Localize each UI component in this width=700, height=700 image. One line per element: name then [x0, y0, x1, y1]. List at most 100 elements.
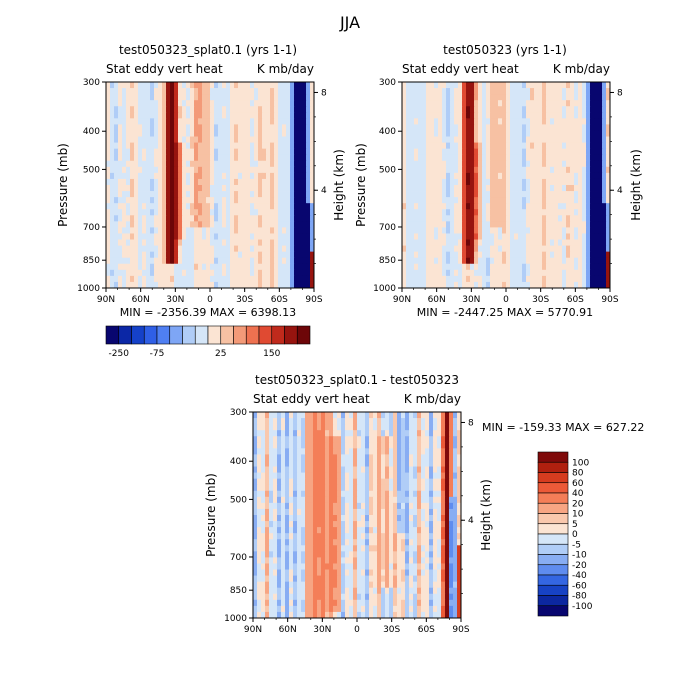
heatmap-cell — [586, 215, 591, 222]
heatmap-cell — [482, 124, 487, 131]
heatmap-cell — [206, 148, 211, 156]
heatmap-cell — [154, 221, 159, 228]
heatmap-cell — [506, 166, 511, 174]
heatmap-cell — [130, 239, 135, 246]
heatmap-cell — [290, 191, 295, 198]
heatmap-cell — [345, 442, 350, 449]
heatmap-cell — [210, 275, 215, 283]
heatmap-cell — [270, 100, 275, 107]
heatmap-cell — [442, 233, 447, 240]
heatmap-cell — [353, 466, 358, 473]
heatmap-cell — [470, 209, 475, 216]
heatmap-cell — [466, 185, 471, 192]
heatmap-cell — [546, 130, 551, 137]
heatmap-cell — [162, 215, 167, 222]
heatmap-cell — [297, 551, 302, 558]
heatmap-cell — [150, 130, 155, 137]
heatmap-cell — [578, 136, 583, 143]
heatmap-cell — [558, 221, 563, 228]
heatmap-cell — [170, 118, 175, 125]
heatmap-cell — [298, 257, 303, 265]
heatmap-cell — [341, 557, 346, 564]
heatmap-cell — [170, 154, 175, 162]
heatmap-cell — [502, 281, 507, 289]
heatmap-cell — [405, 545, 410, 552]
heatmap-cell — [234, 227, 239, 234]
heatmap-cell — [450, 257, 455, 265]
heatmap-cell — [429, 502, 434, 510]
heatmap-cell — [526, 191, 531, 198]
heatmap-cell — [466, 136, 471, 143]
heatmap-cell — [302, 130, 307, 137]
heatmap-cell — [150, 215, 155, 222]
heatmap-cell — [406, 209, 411, 216]
heatmap-cell — [494, 197, 499, 204]
heatmap-cell — [174, 142, 179, 150]
heatmap-cell — [349, 424, 354, 431]
heatmap-cell — [266, 215, 271, 222]
heatmap-cell — [158, 197, 163, 204]
heatmap-cell — [118, 112, 123, 119]
heatmap-cell — [361, 466, 366, 473]
heatmap-cell — [178, 166, 183, 174]
heatmap-cell — [353, 551, 358, 558]
heatmap-cell — [126, 88, 131, 95]
heatmap-cell — [498, 82, 503, 89]
min-max-stats: MIN = -2356.39 MAX = 6398.13 — [120, 306, 296, 319]
heatmap-cell — [518, 257, 523, 265]
heatmap-cell — [574, 263, 579, 271]
heatmap-cell — [246, 172, 251, 180]
heatmap-cell — [106, 142, 111, 150]
heatmap-cell — [122, 142, 127, 150]
heatmap-cell — [325, 460, 330, 467]
heatmap-cell — [478, 166, 483, 174]
heatmap-cell — [186, 124, 191, 131]
heatmap-cell — [514, 203, 519, 210]
heatmap-cell — [302, 88, 307, 95]
heatmap-cell — [345, 436, 350, 443]
heatmap-cell — [190, 124, 195, 131]
heatmap-cell — [454, 88, 459, 95]
heatmap-cell — [278, 239, 283, 246]
heatmap-cell — [114, 82, 119, 89]
heatmap-cell — [190, 263, 195, 271]
heatmap-cell — [273, 533, 278, 540]
heatmap-cell — [274, 112, 279, 119]
heatmap-cell — [126, 166, 131, 174]
heatmap-cell — [182, 251, 187, 259]
heatmap-cell — [198, 227, 203, 234]
heatmap-cell — [437, 545, 442, 552]
heatmap-cell — [578, 100, 583, 107]
heatmap-cell — [238, 215, 243, 222]
heatmap-cell — [345, 515, 350, 522]
heatmap-cell — [294, 251, 299, 259]
heatmap-cell — [442, 269, 447, 277]
heatmap-cell — [518, 239, 523, 246]
heatmap-cell — [238, 142, 243, 150]
heatmap-cell — [186, 142, 191, 150]
heatmap-cell — [186, 215, 191, 222]
heatmap-cell — [494, 215, 499, 222]
heatmap-cell — [146, 215, 151, 222]
heatmap-cell — [321, 424, 326, 431]
heatmap-cell — [417, 533, 422, 540]
heatmap-cell — [138, 197, 143, 204]
heatmap-cell — [126, 215, 131, 222]
heatmap-cell — [242, 160, 247, 168]
heatmap-cell — [158, 263, 163, 271]
heatmap-cell — [550, 197, 555, 204]
heatmap-cell — [273, 442, 278, 449]
heatmap-cell — [202, 88, 207, 95]
heatmap-cell — [438, 142, 443, 150]
heatmap-cell — [446, 215, 451, 222]
heatmap-cell — [306, 197, 311, 204]
heatmap-cell — [154, 251, 159, 259]
heatmap-cell — [198, 269, 203, 277]
heatmap-cell — [302, 257, 307, 265]
heatmap-cell — [566, 257, 571, 265]
heatmap-cell — [122, 100, 127, 107]
heatmap-cell — [389, 484, 394, 492]
heatmap-cell — [262, 203, 267, 210]
heatmap-cell — [114, 245, 119, 253]
heatmap-cell — [401, 527, 406, 534]
